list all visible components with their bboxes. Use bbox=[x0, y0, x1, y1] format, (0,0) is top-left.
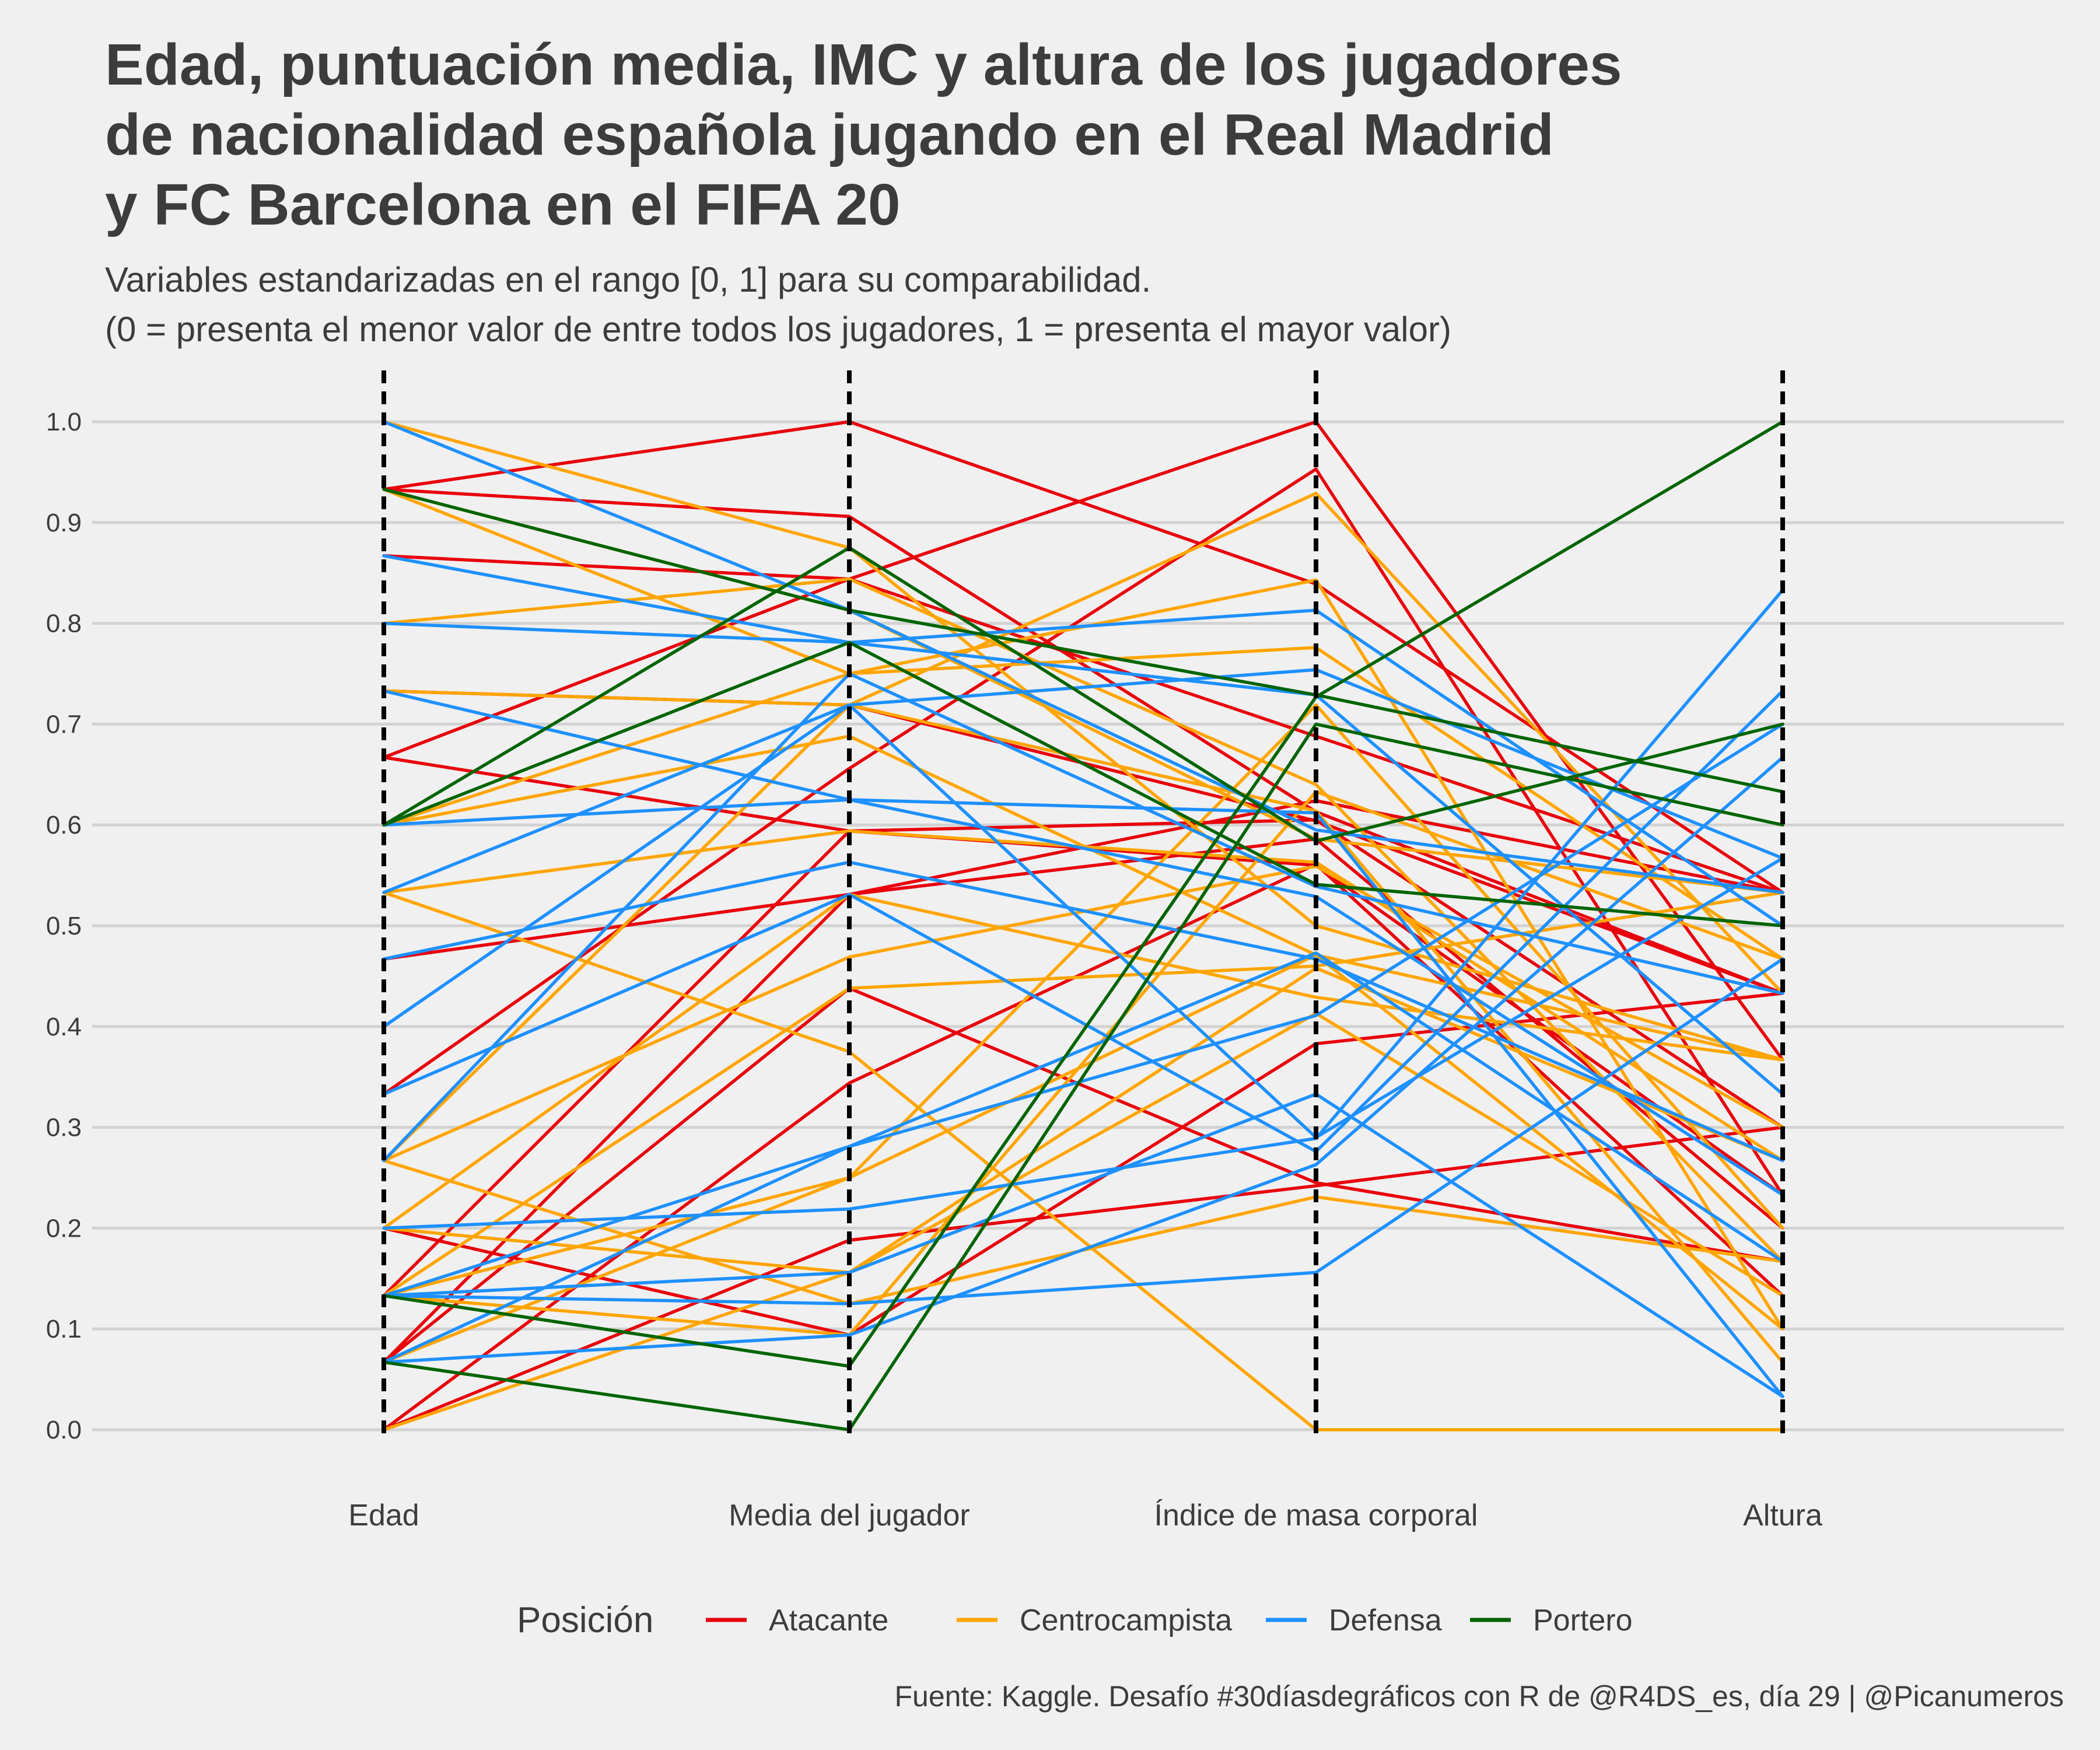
player-lines bbox=[382, 420, 1784, 1432]
x-axis-label: Índice de masa corporal bbox=[1154, 1499, 1478, 1532]
legend-entry: Defensa bbox=[1266, 1604, 1442, 1637]
legend-entry: Centrocampista bbox=[957, 1604, 1232, 1637]
y-tick-label: 0.4 bbox=[46, 1013, 82, 1041]
legend: Posición Atacante Centrocampista Defensa Po… bbox=[517, 1600, 1633, 1640]
x-axis-labels: Edad Media del jugador Índice de masa corp… bbox=[348, 1499, 1822, 1532]
player-line-atacante bbox=[382, 837, 1784, 1364]
y-tick-label: 0.2 bbox=[46, 1214, 82, 1242]
player-line-atacante bbox=[382, 1125, 1784, 1432]
player-line-portero bbox=[382, 722, 1784, 1432]
player-line-defensa bbox=[382, 689, 1784, 1197]
y-tick-label: 0.6 bbox=[46, 811, 82, 839]
variable-axes bbox=[382, 370, 1785, 1441]
y-tick-label: 0.3 bbox=[46, 1114, 82, 1142]
player-line-atacante bbox=[382, 986, 1784, 1364]
chart-subtitle: Variables estandarizadas en el rango [0,… bbox=[105, 260, 1451, 349]
player-line-centrocampista bbox=[382, 703, 1784, 1297]
legend-label: Portero bbox=[1533, 1604, 1633, 1637]
player-line-atacante bbox=[382, 488, 1784, 995]
player-line-defensa bbox=[382, 588, 1784, 1230]
player-line-centrocampista bbox=[382, 891, 1784, 1297]
legend-entry: Portero bbox=[1470, 1604, 1633, 1637]
x-axis-label: Altura bbox=[1743, 1499, 1822, 1532]
legend-label: Centrocampista bbox=[1020, 1604, 1232, 1637]
title-line: Edad, puntuación media, IMC y altura de … bbox=[105, 32, 1622, 97]
player-line-defensa bbox=[382, 689, 1784, 1153]
player-line-atacante bbox=[382, 554, 1784, 894]
player-line-portero bbox=[382, 640, 1784, 928]
player-line-centrocampista bbox=[382, 891, 1784, 1432]
y-tick-label: 0.9 bbox=[46, 509, 82, 537]
player-line-atacante bbox=[382, 755, 1784, 1129]
player-line-atacante bbox=[382, 992, 1784, 1337]
y-tick-label: 1.0 bbox=[46, 408, 82, 436]
player-line-atacante bbox=[382, 862, 1784, 1432]
player-line-atacante bbox=[382, 420, 1784, 1062]
player-line-centrocampista bbox=[382, 1012, 1784, 1297]
title-line: de nacionalidad española jugando en el R… bbox=[105, 102, 1554, 167]
player-line-defensa bbox=[382, 703, 1784, 1139]
legend-label: Defensa bbox=[1329, 1604, 1442, 1637]
player-line-centrocampista bbox=[382, 790, 1784, 1337]
x-axis-label: Edad bbox=[348, 1499, 419, 1532]
player-line-defensa bbox=[382, 798, 1784, 1398]
subtitle-line: Variables estandarizadas en el rango [0,… bbox=[105, 260, 1151, 299]
player-line-defensa bbox=[382, 860, 1784, 1163]
player-line-defensa bbox=[382, 554, 1784, 1096]
player-line-centrocampista bbox=[382, 966, 1784, 1432]
player-line-defensa bbox=[382, 420, 1784, 894]
subtitle-line: (0 = presenta el menor valor de entre to… bbox=[105, 310, 1451, 349]
player-line-centrocampista bbox=[382, 953, 1784, 1364]
player-line-centrocampista bbox=[382, 892, 1784, 1230]
legend-label: Atacante bbox=[769, 1604, 888, 1637]
chart-title: Edad, puntuación media, IMC y altura de … bbox=[105, 32, 1622, 237]
player-line-defensa bbox=[382, 951, 1784, 1364]
player-line-defensa bbox=[382, 608, 1784, 928]
title-line: y FC Barcelona en el FIFA 20 bbox=[105, 172, 900, 237]
player-line-defensa bbox=[382, 668, 1784, 894]
x-axis-label: Media del jugador bbox=[729, 1499, 970, 1532]
y-tick-label: 0.1 bbox=[46, 1315, 82, 1343]
player-line-portero bbox=[382, 488, 1784, 793]
player-line-centrocampista bbox=[382, 488, 1784, 894]
legend-entry: Atacante bbox=[706, 1604, 888, 1637]
player-line-defensa bbox=[382, 957, 1784, 1306]
legend-title: Posición bbox=[517, 1600, 653, 1640]
player-line-portero bbox=[382, 546, 1784, 843]
caption: Fuente: Kaggle. Desafío #30díasdegráfico… bbox=[894, 1680, 2064, 1713]
y-axis-ticks: 0.0 0.1 0.2 0.3 0.4 0.5 0.6 0.7 0.8 0.9 1.0 bbox=[46, 408, 82, 1444]
player-line-defensa bbox=[382, 1092, 1784, 1398]
player-line-centrocampista bbox=[382, 488, 1784, 961]
player-line-centrocampista bbox=[382, 703, 1784, 1364]
player-line-centrocampista bbox=[382, 577, 1784, 1264]
y-tick-label: 0.5 bbox=[46, 912, 82, 940]
y-tick-label: 0.7 bbox=[46, 710, 82, 738]
y-tick-label: 0.8 bbox=[46, 610, 82, 638]
player-line-centrocampista bbox=[382, 420, 1784, 1062]
player-line-defensa bbox=[382, 722, 1784, 1297]
y-tick-label: 0.0 bbox=[46, 1416, 82, 1444]
player-line-defensa bbox=[382, 672, 1784, 1163]
player-line-portero bbox=[382, 420, 1784, 1368]
player-line-defensa bbox=[382, 755, 1784, 1364]
